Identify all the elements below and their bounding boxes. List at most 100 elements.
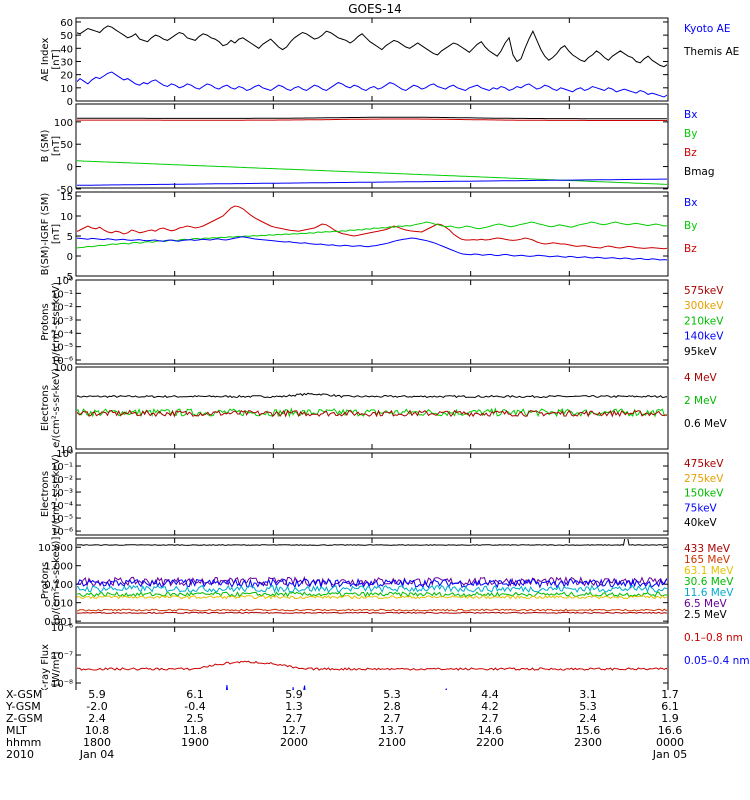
y-tick-label: 10⁻⁴ [51,329,73,340]
legend-entry: 40keV [684,517,718,529]
y-tick-label: 10⁻⁵ [51,514,73,525]
ephemeris-cell: 2.8 [383,700,401,713]
series-line-0 [77,660,667,671]
panel-xray: 10⁻⁶10⁻⁷10⁻⁸10⁻⁹X-ray Flux[W/m²]0.1–0.8 … [40,623,750,718]
ephemeris-row: X-GSM 5.9 6.1 5.9 5.3 4.4 3.1 1.7 [0,688,750,701]
legend-entry: Bx [684,197,697,209]
panel-frame [75,626,669,712]
ephemeris-cell: 5.3 [383,688,401,701]
y-tick-label: 10⁻¹ [51,462,73,473]
panel-bsm: 100 50 0 -50 B (SM) [nT] Bx By Bz Bmag [40,103,715,196]
ephemeris-cell: 2.4 [88,712,106,725]
ephemeris-cell: 4.2 [481,700,499,713]
y-axis-label: [nT] [51,49,62,69]
series-line-2 [77,577,667,590]
panel-frame [75,103,669,189]
legend-entry: 75keV [684,502,718,514]
legend-entry: 165 MeV [684,554,731,566]
ephemeris-row-label: hhmm [6,736,42,749]
series-line-1 [77,71,667,98]
ephemeris-cell: 15.6 [575,724,601,737]
panel-protons_mev: 10.000 1.000 0.100 0.010 0.001 Protons [p/(cm²… [38,537,734,629]
y-tick-label: 100 [54,363,73,374]
legend-entry: Bx [684,109,697,121]
ephemeris-cell: 10.8 [84,724,110,737]
ephemeris-cell: 4.4 [481,688,499,701]
legend-entry: 210keV [684,315,724,327]
ephemeris-cell: 1.3 [285,700,303,713]
y-tick-label: 10⁻⁶ [51,623,73,634]
series-line-0 [77,539,667,546]
ephemeris-cell: 5.9 [285,688,303,701]
y-tick-label: 0.100 [44,580,73,591]
y-tick-label: 1.000 [44,562,73,573]
y-axis-label: Protons [40,303,51,340]
y-tick-label: 10⁻³ [51,488,73,499]
ephemeris-cell: 2.5 [186,712,204,725]
ephemeris-cell: 3.1 [579,688,597,701]
y-tick-label: 10⁻¹ [51,289,73,300]
y-tick-label: 0.010 [44,599,73,610]
legend-entry: 2.5 MeV [684,609,728,621]
series-line-1 [77,118,667,121]
series-line-2 [77,409,667,418]
legend-entry: 433 MeV [684,543,731,555]
legend-entry: 4 MeV [684,372,718,384]
ephemeris-cell: 1800 [83,736,111,749]
series-line-6 [77,608,667,612]
legend-entry: 475keV [684,458,724,470]
panel-frame [75,191,669,277]
panel-frame [75,366,669,450]
y-tick-label: 0 [67,163,73,174]
series-line-0 [77,25,667,68]
y-tick-label: 20 [60,71,73,82]
y-tick-label: 5 [67,232,73,243]
y-axis-label: [W/m²] [51,651,62,686]
y-tick-label: 0.001 [44,617,73,628]
legend-entry: Themis AE [683,46,739,58]
ephemeris-cell: 6.1 [186,688,204,701]
panel-bdiff: 15 10 5 0 -5 B(SM)-IGRF (SM) [nT] Bx By Bz [40,191,697,283]
y-tick-label: 10⁻⁶ [51,356,73,367]
series-line-5 [77,594,667,600]
ephemeris-cell: 1.7 [661,688,679,701]
ephemeris-row: 2010 Jan 04 Jan 05 [0,748,750,761]
panel-ae: 60 50 40 30 20 10 0 AE Index [nT] Kyoto AE Themis … [40,17,739,108]
figure-title: GOES-14 [348,2,402,16]
ephemeris-cell: 2000 [280,736,308,749]
legend-entry: 0.1–0.8 nm [684,632,743,644]
ephemeris-row: MLT 10.8 11.8 12.7 13.7 14.6 15.6 16.6 [0,724,750,737]
legend-entry: Bz [684,147,697,159]
series-line-0 [77,205,667,250]
y-axis-label: B(SM)-IGRF (SM) [40,193,51,276]
legend-entry: 0.05–0.4 nm [684,655,750,667]
series-line-7 [77,611,667,614]
series-line-1 [77,407,667,418]
y-tick-label: 100 [54,118,73,129]
ephemeris-cell: 2.7 [285,712,303,725]
y-tick-label: 10⁻⁸ [51,679,73,690]
y-tick-label: 10⁰ [56,276,73,287]
y-axis-label: Protons [40,562,51,599]
y-axis-label: p/(cm²-s-sr-keV) [51,282,62,362]
y-tick-label: 60 [60,18,73,29]
legend-entry: 63.1 MeV [684,565,734,577]
y-tick-label: 10⁻⁶ [51,527,73,538]
y-axis-label: [p/(cm²-s-sr-keV)] [51,537,62,625]
ephemeris-cell: 14.6 [477,724,503,737]
series-line-1 [77,221,667,249]
legend-entry: Bz [684,243,697,255]
series-line-2 [77,160,667,185]
legend-entry: 11.6 MeV [684,587,734,599]
ephemeris-cell: 11.8 [182,724,208,737]
panel-protons_hi: 10⁰ 10⁻¹ 10⁻² 10⁻³ 10⁻⁴ 10⁻⁵ 10⁻⁶ Protons p/(cm²… [40,276,724,367]
ephemeris-row-label: Z-GSM [6,712,43,725]
legend-entry: 150keV [684,488,724,500]
legend-entry: By [684,128,697,140]
ephemeris-cell: 2200 [476,736,504,749]
ephemeris-cell: 1900 [181,736,209,749]
y-axis-label: AE Index [40,37,51,81]
